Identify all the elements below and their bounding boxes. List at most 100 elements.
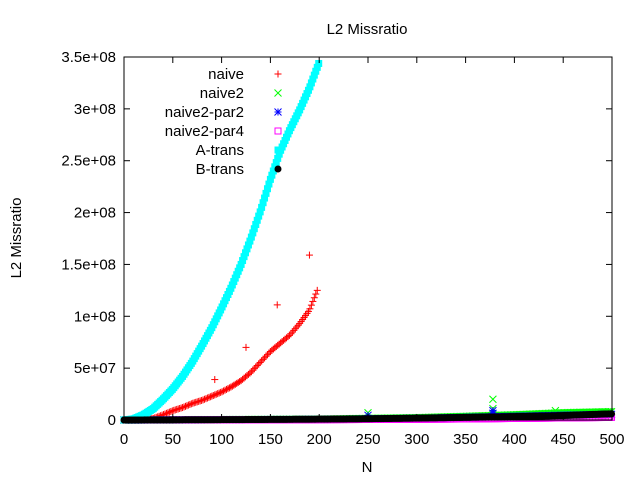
A-trans-point [263,185,271,193]
naive-point [183,402,191,410]
naive-point [217,388,225,396]
naive-point [306,305,314,313]
A-trans-point [255,212,263,220]
y-tick-label: 3.5e+08 [61,49,116,66]
legend-label: naive [208,66,244,83]
naive-point [203,394,211,402]
naive-point [208,392,216,400]
y-tick-label: 2.5e+08 [61,153,116,170]
x-tick-label: 0 [120,431,128,448]
naive-point [180,403,188,411]
naive-point [310,294,318,302]
naive-point [215,389,223,397]
naive-point [164,409,172,417]
legend-item-naive2: naive2 [200,85,282,102]
naive-point [294,321,302,329]
naive-outlier-point [211,376,219,384]
naive-point [184,401,192,409]
naive-point [199,396,207,404]
y-tick-label: 2e+08 [74,205,116,222]
legend-label: naive2-par2 [165,104,244,121]
naive-point [224,385,232,393]
A-trans-point [252,220,260,228]
A-trans-point [240,253,248,261]
axes: 0 50 100 150 200 250 300 350 400 450 500 0 5e+07 1e+0… [61,49,624,448]
legend-item-naive2-par2: naive2-par2 [165,104,282,121]
A-trans-point [247,233,255,241]
A-trans-point [261,194,269,202]
plot-marks [120,59,616,424]
naive-point [291,325,299,333]
naive-point [165,408,173,416]
A-trans-point [307,79,315,87]
naive-point [249,366,257,374]
naive-point [198,396,206,404]
x-tick-label: 250 [355,431,380,448]
legend-marker [274,127,282,135]
legend-marker [274,89,282,97]
A-trans-point [242,249,250,257]
naive-point [221,386,229,394]
A-trans-point [268,171,276,179]
naive-point [256,358,264,366]
legend-marker [274,165,282,173]
naive-outlier-point [273,301,281,309]
naive-point [285,331,293,339]
A-trans-point [313,63,321,71]
A-trans-point [312,67,320,75]
y-tick-label: 0 [108,412,116,429]
legend-marker [274,70,282,78]
naive-point [227,383,235,391]
y-axis-title: L2 Missratio [8,198,25,279]
naive-point [288,328,296,336]
naive-outlier-point [242,343,250,351]
legend-label: A-trans [196,142,244,159]
x-tick-label: 350 [453,431,478,448]
x-tick-label: 150 [258,431,283,448]
A-trans-point [269,167,277,175]
A-trans-point [243,245,251,253]
naive-point [186,400,194,408]
legend-label: naive2-par4 [165,123,244,140]
A-trans-point [244,241,252,249]
x-tick-label: 50 [164,431,181,448]
A-trans-point [310,71,318,79]
x-tick-label: 300 [404,431,429,448]
naive-point [202,395,210,403]
naive-point [214,390,222,398]
naive-point [247,368,255,376]
naive-point [206,393,214,401]
naive-point [218,388,226,396]
naive-point [250,365,258,373]
naive2-outlier-point [489,395,497,404]
A-trans-point [256,208,264,216]
A-trans-point [275,150,283,158]
naive-point [261,354,269,362]
naive-point [222,385,230,393]
x-tick-label: 100 [209,431,234,448]
legend: naive naive2 naive2-par2 naive2-par4 A-trans… [165,66,282,178]
naive-point [290,326,298,334]
x-tick-label: 400 [502,431,527,448]
A-trans-point [265,180,273,188]
A-trans-point [250,225,258,233]
legend-item-naive2-par4: naive2-par4 [165,123,282,140]
naive-point [162,409,170,417]
A-trans-point [309,75,317,83]
naive-point [211,391,219,399]
naive-point [225,384,233,392]
A-trans-point [253,216,261,224]
x-tick-label: 500 [599,431,624,448]
y-tick-label: 5e+07 [74,360,116,377]
A-trans-point [272,159,280,167]
naive-point [263,351,271,359]
naive-point [255,360,263,368]
legend-item-B-trans: B-trans [196,161,282,178]
naive-point [212,390,220,398]
naive-outlier-point [305,251,313,259]
naive-point [262,352,270,360]
naive-point [313,286,321,294]
A-trans-point [237,260,245,268]
naive-point [258,357,266,365]
